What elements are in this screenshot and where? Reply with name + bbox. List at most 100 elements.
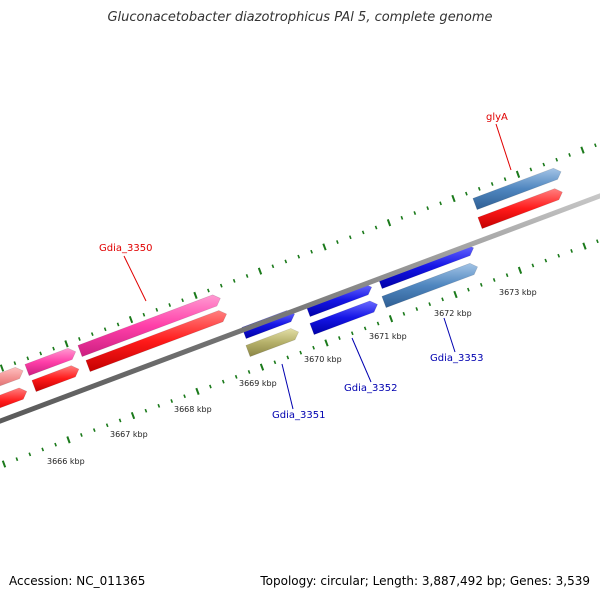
outer-tick-track bbox=[0, 143, 597, 372]
gene-labels: Gdia_3350 glyA Gdia_3351 Gdia_3352 Gdia_… bbox=[99, 112, 508, 421]
leader-gdia-3353 bbox=[443, 317, 456, 353]
gene-arrow-glya-steel[interactable] bbox=[472, 167, 562, 210]
inner-track-tick bbox=[221, 379, 225, 384]
outer-track-tick bbox=[336, 240, 339, 244]
outer-track-tick bbox=[310, 249, 313, 254]
outer-track-tick bbox=[374, 225, 378, 230]
outer-track-tick bbox=[529, 167, 533, 172]
outer-track-tick bbox=[568, 153, 571, 157]
inner-track-tick bbox=[247, 370, 251, 374]
outer-track-tick bbox=[580, 146, 585, 154]
outer-track-tick bbox=[26, 356, 30, 361]
inner-track-tick bbox=[570, 249, 573, 253]
outer-track-tick bbox=[78, 337, 81, 341]
outer-track-tick bbox=[90, 332, 94, 336]
inner-track-tick bbox=[582, 242, 587, 250]
inner-track-tick bbox=[157, 403, 161, 408]
outer-track-tick bbox=[193, 291, 198, 299]
inner-track-tick bbox=[259, 363, 265, 371]
outer-track-tick bbox=[181, 298, 184, 303]
outer-track-tick bbox=[0, 364, 5, 372]
inner-track-tick bbox=[105, 423, 109, 428]
scale-label-3672: 3672 kbp bbox=[434, 309, 472, 318]
inner-track-tick bbox=[376, 321, 380, 326]
inner-track-tick bbox=[492, 278, 496, 282]
gene-arrow-pink-short[interactable] bbox=[24, 347, 77, 376]
gene-arrow-gdia-3352-blue-lower[interactable] bbox=[309, 300, 378, 335]
gene-arrow-red-mid[interactable] bbox=[31, 365, 80, 392]
inner-track-tick bbox=[118, 418, 122, 423]
inner-track-tick bbox=[557, 253, 561, 258]
outer-track-tick bbox=[284, 259, 288, 264]
scale-label-3673: 3673 kbp bbox=[499, 288, 537, 297]
feature-layer bbox=[0, 167, 563, 415]
outer-track-tick bbox=[400, 215, 404, 220]
outer-track-tick bbox=[594, 143, 597, 148]
outer-track-tick bbox=[297, 254, 301, 259]
outer-track-tick bbox=[426, 206, 430, 211]
inner-track-tick bbox=[273, 360, 277, 365]
gene-arrow-gdia-3351-olive[interactable] bbox=[245, 328, 300, 357]
inner-track-tick bbox=[596, 239, 599, 244]
gene-arrow-red-left[interactable] bbox=[0, 387, 28, 415]
inner-track-tick bbox=[324, 339, 329, 347]
gene-label-gdia-3353[interactable]: Gdia_3353 bbox=[430, 353, 483, 364]
inner-track-tick bbox=[183, 394, 186, 399]
gene-label-gdia-3350[interactable]: Gdia_3350 bbox=[99, 243, 152, 254]
leader-gdia-3352 bbox=[351, 337, 372, 383]
genome-backbone bbox=[0, 193, 600, 424]
inner-track-tick bbox=[531, 263, 535, 268]
inner-track-tick bbox=[299, 350, 303, 355]
outer-track-tick bbox=[361, 230, 365, 235]
outer-track-tick bbox=[322, 243, 327, 251]
gene-arrow-salmon-upper[interactable] bbox=[0, 366, 24, 392]
outer-track-tick bbox=[439, 201, 442, 206]
inner-track-tick bbox=[338, 336, 341, 340]
inner-track-tick bbox=[402, 311, 406, 316]
leader-gdia-3350 bbox=[123, 255, 147, 302]
outer-track-tick bbox=[207, 288, 210, 293]
outer-track-tick bbox=[116, 322, 120, 327]
gene-label-glya[interactable]: glyA bbox=[486, 112, 508, 123]
outer-track-tick bbox=[52, 346, 55, 351]
scale-label-3669: 3669 kbp bbox=[239, 379, 277, 388]
inner-track-tick bbox=[441, 297, 444, 302]
inner-track-tick bbox=[363, 326, 367, 331]
scale-label-3671: 3671 kbp bbox=[369, 332, 407, 341]
outer-track-tick bbox=[515, 170, 521, 178]
leader-glya bbox=[495, 123, 512, 171]
outer-track-tick bbox=[490, 182, 494, 186]
inner-track-tick bbox=[15, 457, 19, 462]
inner-track-tick bbox=[1, 460, 7, 468]
outer-track-tick bbox=[477, 186, 481, 191]
inner-track-tick bbox=[517, 266, 523, 274]
gene-label-gdia-3351[interactable]: Gdia_3351 bbox=[272, 410, 325, 421]
gene-arrow-red-long[interactable] bbox=[85, 310, 228, 372]
scale-label-3666: 3666 kbp bbox=[47, 457, 85, 466]
gene-arrow-glya-red[interactable] bbox=[477, 188, 563, 229]
outer-track-tick bbox=[232, 278, 236, 283]
outer-track-tick bbox=[413, 211, 417, 215]
inner-track-tick bbox=[453, 290, 458, 299]
leader-gdia-3351 bbox=[281, 363, 294, 410]
inner-track-tick bbox=[544, 258, 548, 263]
outer-track-tick bbox=[168, 303, 172, 307]
outer-track-tick bbox=[128, 315, 134, 324]
outer-track-tick bbox=[142, 312, 146, 317]
outer-track-tick bbox=[245, 274, 249, 278]
gene-arrow-gdia-3353-steel[interactable] bbox=[381, 262, 478, 308]
inner-track-tick bbox=[209, 384, 212, 389]
inner-track-tick bbox=[54, 442, 57, 447]
inner-track-tick bbox=[467, 287, 470, 292]
outer-track-tick bbox=[219, 283, 223, 288]
inner-track-tick bbox=[428, 302, 432, 307]
inner-track-tick bbox=[505, 273, 509, 278]
inner-track-tick bbox=[92, 428, 96, 432]
gene-arrow-gdia-3350-pink[interactable] bbox=[77, 294, 221, 357]
gene-label-gdia-3352[interactable]: Gdia_3352 bbox=[344, 383, 397, 394]
outer-track-tick bbox=[39, 351, 43, 356]
inner-track-tick bbox=[286, 355, 290, 360]
map-title: Gluconacetobacter diazotrophicus PAl 5, … bbox=[107, 10, 493, 25]
scale-labels: 3666 kbp 3667 kbp 3668 kbp 3669 kbp 3670… bbox=[47, 288, 537, 466]
